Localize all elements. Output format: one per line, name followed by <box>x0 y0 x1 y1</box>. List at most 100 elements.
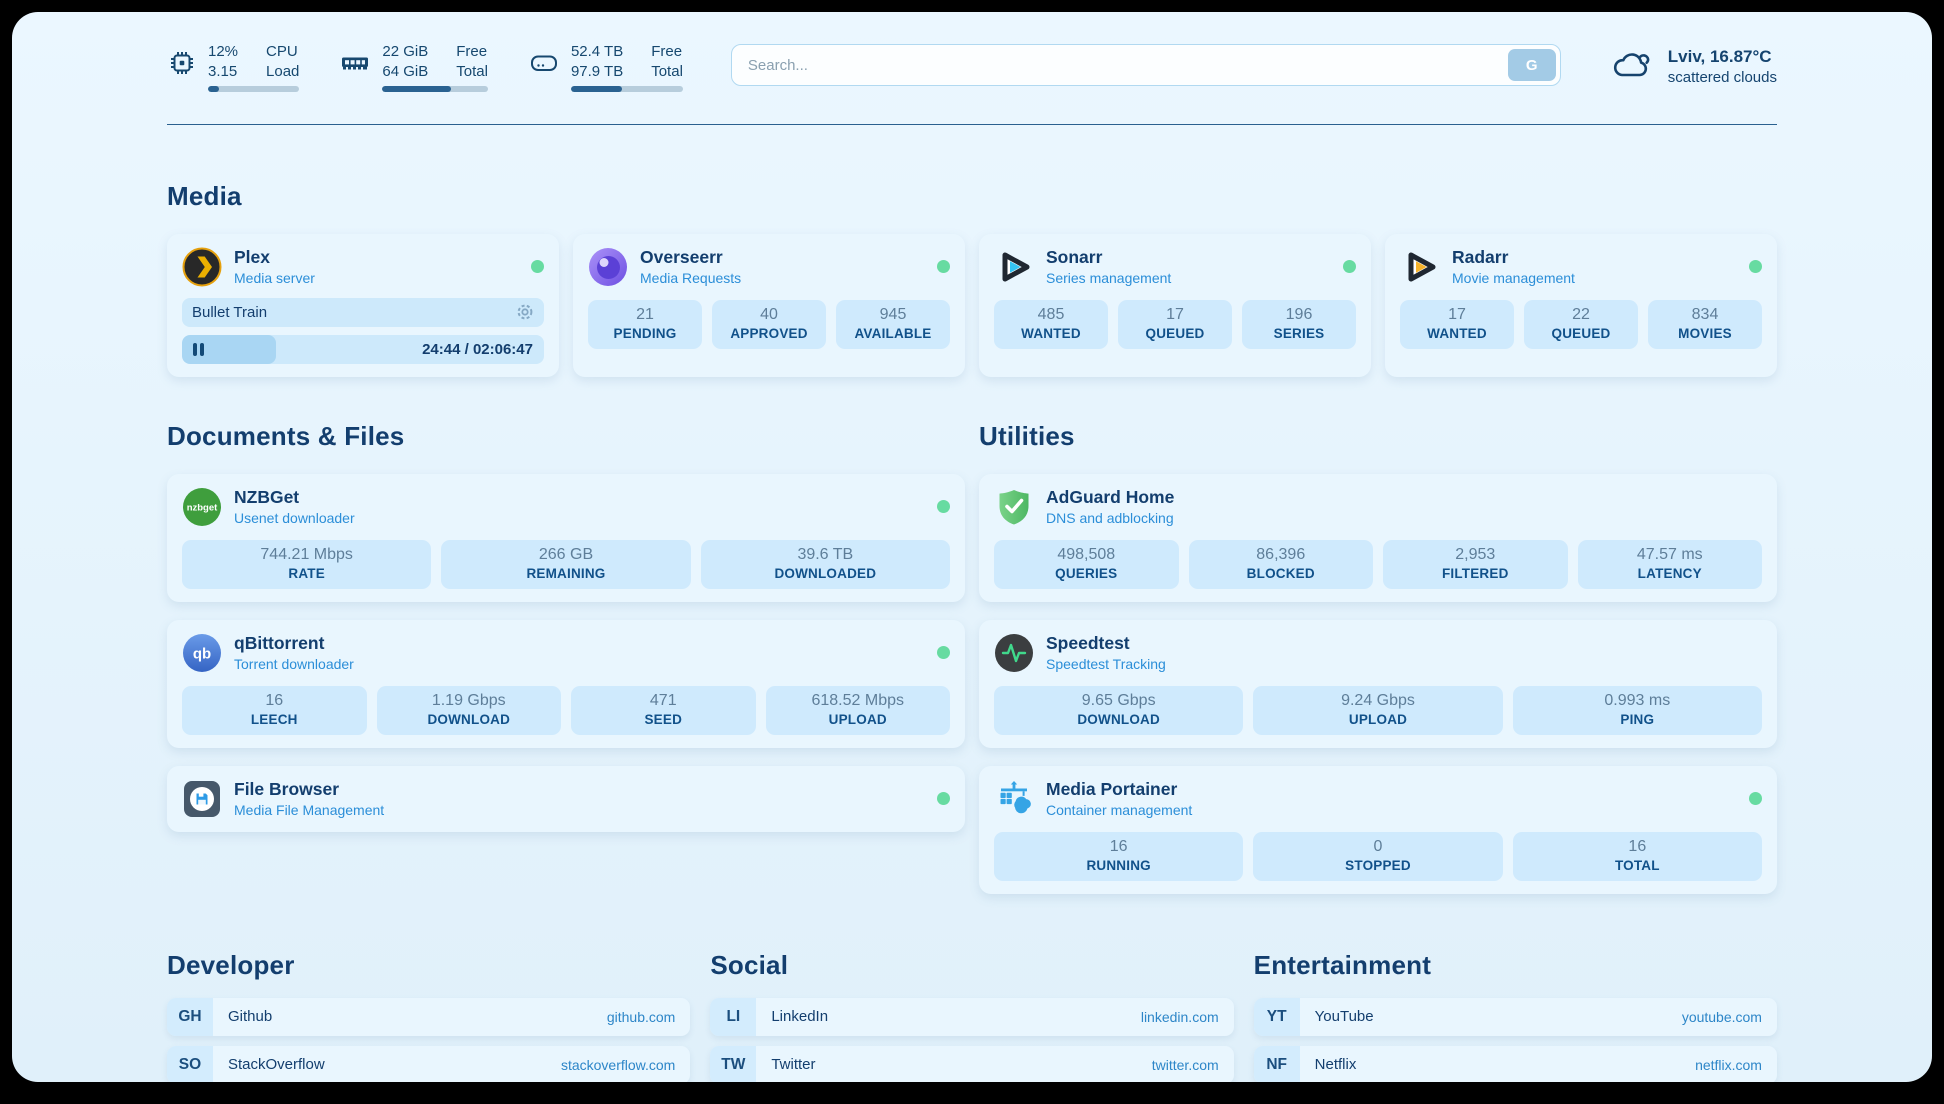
stat-chip: 266 GB REMAINING <box>441 539 691 589</box>
sonarr-card[interactable]: Sonarr Series management 485 WANTED 17 Q… <box>979 233 1371 377</box>
stat-label: DOWNLOAD <box>1077 711 1160 727</box>
stat-chip: 17 WANTED <box>1400 299 1514 349</box>
speedtest-card[interactable]: Speedtest Speedtest Tracking 9.65 Gbps D… <box>979 619 1777 748</box>
app-name: Media Portainer <box>1046 779 1178 800</box>
stat-chip: 0 STOPPED <box>1253 831 1503 881</box>
stat-chip: 9.24 Gbps UPLOAD <box>1253 685 1503 735</box>
cpu-load-value: 3.15 <box>208 62 238 80</box>
stat-chip: 39.6 TB DOWNLOADED <box>700 539 950 589</box>
stat-label: TOTAL <box>1614 857 1660 873</box>
search-engine-button[interactable]: G <box>1507 49 1556 81</box>
nzbget-icon: nzbget <box>182 487 222 527</box>
stat-chip: 498,508 QUERIES <box>994 539 1179 589</box>
app-subtitle: Media File Management <box>234 802 385 819</box>
stat-value: 2,953 <box>1455 545 1496 563</box>
stat-chip: 618.52 Mbps UPLOAD <box>765 685 950 735</box>
bookmark-group-social: Social LI LinkedIn linkedin.com TW Twitt… <box>710 949 1234 1082</box>
stat-label: SEED <box>644 711 683 727</box>
media-grid: Plex Media server Bullet Train 24:44 / 0… <box>167 233 1777 377</box>
disk-total-value: 97.9 TB <box>570 62 624 80</box>
bookmark-youtube[interactable]: YT YouTube youtube.com <box>1253 997 1777 1036</box>
stat-label: LATENCY <box>1637 565 1702 581</box>
bookmark-linkedin[interactable]: LI LinkedIn linkedin.com <box>710 997 1234 1036</box>
status-dot <box>937 500 950 514</box>
cpu-load-label: Load <box>266 62 300 80</box>
stat-label: LEECH <box>250 711 298 727</box>
social-section-title: Social <box>710 949 789 980</box>
bookmark-github[interactable]: GH Github github.com <box>167 997 691 1036</box>
app-subtitle: Media Requests <box>640 270 742 287</box>
app-subtitle: Series management <box>1046 270 1172 287</box>
stat-value: 1.19 Gbps <box>431 691 506 709</box>
status-dot <box>937 792 950 806</box>
search-bar: G <box>730 44 1561 86</box>
app-subtitle: Usenet downloader <box>234 510 355 527</box>
stat-chip: 16 TOTAL <box>1512 831 1762 881</box>
weather-location: Lviv, 16.87°C <box>1667 47 1772 66</box>
plex-card[interactable]: Plex Media server Bullet Train 24:44 / 0… <box>167 233 559 377</box>
stat-value: 22 <box>1572 305 1590 323</box>
bookmark-abbr: YT <box>1253 997 1300 1036</box>
bookmark-url: youtube.com <box>1681 1008 1762 1025</box>
settings-icon[interactable] <box>516 303 534 321</box>
radarr-card[interactable]: Radarr Movie management 17 WANTED 22 QUE… <box>1385 233 1777 377</box>
app-name: Speedtest <box>1046 633 1130 654</box>
bookmarks-grid: Developer GH Github github.com SO StackO… <box>167 950 1777 1082</box>
bookmark-url: stackoverflow.com <box>560 1056 676 1073</box>
bookmark-twitter[interactable]: TW Twitter twitter.com <box>710 1045 1234 1082</box>
stat-label: DOWNLOADED <box>774 565 877 581</box>
stat-value: 17 <box>1448 305 1466 323</box>
stat-value: 21 <box>636 305 654 323</box>
entertainment-section-title: Entertainment <box>1253 949 1432 980</box>
bookmark-stackoverflow[interactable]: SO StackOverflow stackoverflow.com <box>167 1045 691 1082</box>
ram-free-value: 22 GiB <box>382 43 429 60</box>
portainer-card[interactable]: Media Portainer Container management 16 … <box>979 765 1777 894</box>
stat-chip: 0.993 ms PING <box>1512 685 1762 735</box>
app-name: AdGuard Home <box>1046 487 1175 508</box>
bookmark-name: Netflix <box>1314 1056 1357 1074</box>
stat-label: REMAINING <box>526 565 606 581</box>
stat-label: UPLOAD <box>1348 711 1408 727</box>
playback-time: 24:44 / 02:06:47 <box>422 340 533 358</box>
svg-text:nzbget: nzbget <box>187 502 218 513</box>
ram-total-label: Total <box>456 62 488 80</box>
radarr-icon <box>1400 247 1440 287</box>
bookmark-url: github.com <box>606 1008 676 1025</box>
stat-chip: 1.19 Gbps DOWNLOAD <box>376 685 561 735</box>
disk-stat: 52.4 TB 97.9 TB Free Total <box>528 42 683 92</box>
nzbget-card[interactable]: nzbget NZBGet Usenet downloader 744.21 M… <box>167 473 965 602</box>
search-input[interactable] <box>730 44 1561 86</box>
topbar: 12% 3.15 CPU Load <box>167 12 1777 92</box>
cloud-icon <box>1609 44 1655 89</box>
bookmark-abbr: GH <box>167 997 213 1036</box>
stat-value: 498,508 <box>1057 545 1116 563</box>
stat-value: 744.21 Mbps <box>260 545 353 563</box>
app-name: File Browser <box>234 779 340 800</box>
status-dot <box>937 260 950 274</box>
stat-chip: 485 WANTED <box>994 299 1108 349</box>
media-section-title: Media <box>167 180 242 211</box>
bookmark-netflix[interactable]: NF Netflix netflix.com <box>1253 1045 1777 1082</box>
stat-value: 471 <box>649 691 677 709</box>
overseerr-card[interactable]: Overseerr Media Requests 21 PENDING 40 A… <box>573 233 965 377</box>
adguard-card[interactable]: AdGuard Home DNS and adblocking 498,508 … <box>979 473 1777 602</box>
filebrowser-card[interactable]: File Browser Media File Management <box>167 765 965 832</box>
app-name: NZBGet <box>234 487 300 508</box>
stat-value: 39.6 TB <box>797 545 854 563</box>
speedtest-icon <box>994 633 1034 673</box>
stat-value: 47.57 ms <box>1636 545 1703 563</box>
adguard-icon <box>994 487 1034 527</box>
cpu-progress-bar <box>208 85 300 92</box>
ram-progress-bar <box>382 85 488 92</box>
stat-label: QUERIES <box>1055 565 1118 581</box>
bookmark-name: Twitter <box>771 1056 816 1074</box>
playback-progress-bar: 24:44 / 02:06:47 <box>182 334 544 364</box>
system-stats: 12% 3.15 CPU Load <box>167 42 683 92</box>
qbittorrent-card[interactable]: qb qBittorrent Torrent downloader 16 LEE… <box>167 619 965 748</box>
bookmark-url: linkedin.com <box>1140 1008 1219 1025</box>
stat-value: 945 <box>879 305 907 323</box>
stat-label: DOWNLOAD <box>427 711 511 727</box>
ram-free-label: Free <box>456 43 488 60</box>
stat-value: 196 <box>1285 305 1313 323</box>
stat-label: PENDING <box>613 325 677 341</box>
